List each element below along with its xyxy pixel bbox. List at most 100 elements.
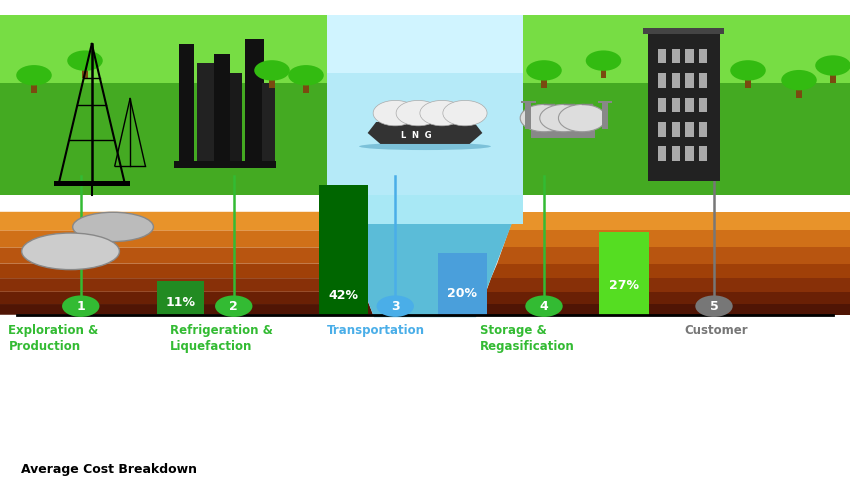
Polygon shape (367, 122, 483, 144)
Polygon shape (502, 230, 850, 247)
Bar (685, 146, 694, 161)
Polygon shape (0, 278, 365, 292)
Bar (54, 181, 130, 186)
Bar (541, 80, 547, 88)
Polygon shape (0, 264, 359, 278)
Polygon shape (0, 15, 327, 195)
Polygon shape (523, 15, 850, 195)
Bar (685, 98, 694, 112)
Bar (658, 146, 666, 161)
Polygon shape (0, 304, 373, 315)
Bar (31, 85, 37, 93)
Bar (245, 39, 264, 161)
Polygon shape (0, 212, 341, 230)
Polygon shape (509, 212, 850, 230)
Bar (658, 73, 666, 88)
Bar (174, 161, 276, 168)
Circle shape (254, 60, 290, 81)
Bar (531, 130, 595, 138)
Bar (178, 44, 194, 161)
Text: 5: 5 (710, 300, 718, 313)
Text: 4: 4 (540, 300, 548, 313)
Text: Average Cost Breakdown: Average Cost Breakdown (21, 463, 197, 476)
Circle shape (62, 295, 99, 317)
Circle shape (520, 104, 568, 132)
Bar (672, 98, 680, 112)
Bar (197, 63, 214, 161)
Bar (699, 146, 707, 161)
Bar (685, 73, 694, 88)
Bar (439, 113, 445, 122)
FancyBboxPatch shape (319, 185, 368, 315)
Text: Transportation: Transportation (327, 324, 425, 337)
Text: Storage &
Regasification: Storage & Regasification (480, 324, 575, 352)
Ellipse shape (21, 233, 119, 269)
Polygon shape (0, 230, 348, 247)
Circle shape (16, 65, 52, 85)
Circle shape (373, 101, 417, 126)
Bar (643, 28, 724, 34)
Bar (699, 122, 707, 137)
Bar (796, 90, 802, 98)
Bar (699, 73, 707, 88)
Circle shape (215, 295, 252, 317)
Text: 1: 1 (76, 300, 85, 313)
Bar (830, 75, 836, 83)
Text: Exploration &
Production: Exploration & Production (8, 324, 99, 352)
Circle shape (695, 295, 733, 317)
Text: 27%: 27% (609, 279, 639, 292)
Bar (685, 49, 694, 63)
Bar (658, 122, 666, 137)
Bar (648, 34, 720, 181)
Text: 11%: 11% (166, 296, 196, 309)
Text: 2: 2 (230, 300, 238, 313)
Circle shape (815, 55, 850, 76)
Bar (416, 113, 421, 122)
Bar (269, 80, 275, 88)
Polygon shape (0, 292, 369, 304)
Bar (525, 102, 531, 129)
Text: Refrigeration &
Liquefaction: Refrigeration & Liquefaction (170, 324, 273, 352)
Bar (393, 113, 398, 122)
Circle shape (525, 295, 563, 317)
Circle shape (558, 104, 606, 132)
Circle shape (586, 50, 621, 71)
Circle shape (67, 50, 103, 71)
Bar (214, 54, 230, 161)
Bar (672, 122, 680, 137)
Circle shape (377, 295, 414, 317)
Bar (598, 101, 612, 103)
Circle shape (730, 60, 766, 81)
Polygon shape (0, 15, 327, 83)
Circle shape (540, 104, 587, 132)
Bar (685, 122, 694, 137)
Bar (521, 101, 536, 103)
Polygon shape (477, 304, 850, 315)
Bar (601, 70, 606, 78)
Polygon shape (485, 278, 850, 292)
FancyBboxPatch shape (157, 281, 204, 315)
Bar (82, 70, 88, 78)
Ellipse shape (73, 212, 153, 242)
Circle shape (396, 101, 440, 126)
Bar (672, 49, 680, 63)
Bar (303, 85, 309, 93)
Circle shape (526, 60, 562, 81)
Bar (262, 83, 275, 161)
Polygon shape (327, 15, 523, 195)
FancyBboxPatch shape (438, 253, 487, 315)
Polygon shape (327, 195, 523, 224)
Text: 42%: 42% (328, 289, 359, 302)
Bar (699, 49, 707, 63)
Ellipse shape (359, 142, 490, 150)
Circle shape (420, 101, 464, 126)
Bar (699, 98, 707, 112)
Polygon shape (327, 15, 523, 73)
Text: Customer: Customer (684, 324, 748, 337)
Bar (230, 73, 242, 161)
FancyBboxPatch shape (599, 232, 649, 315)
Bar (602, 102, 608, 129)
Polygon shape (523, 15, 850, 83)
Bar (658, 49, 666, 63)
Text: 3: 3 (391, 300, 399, 313)
